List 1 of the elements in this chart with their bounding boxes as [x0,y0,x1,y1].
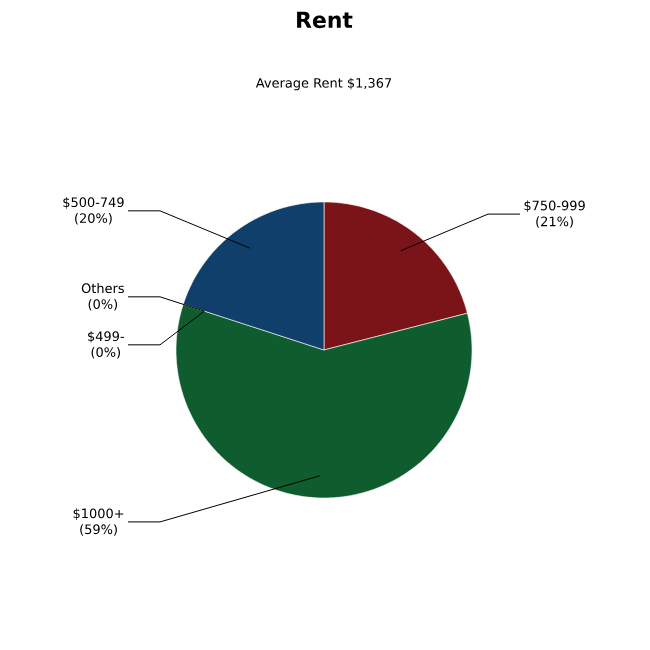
chart-title: Rent [297,11,353,29]
